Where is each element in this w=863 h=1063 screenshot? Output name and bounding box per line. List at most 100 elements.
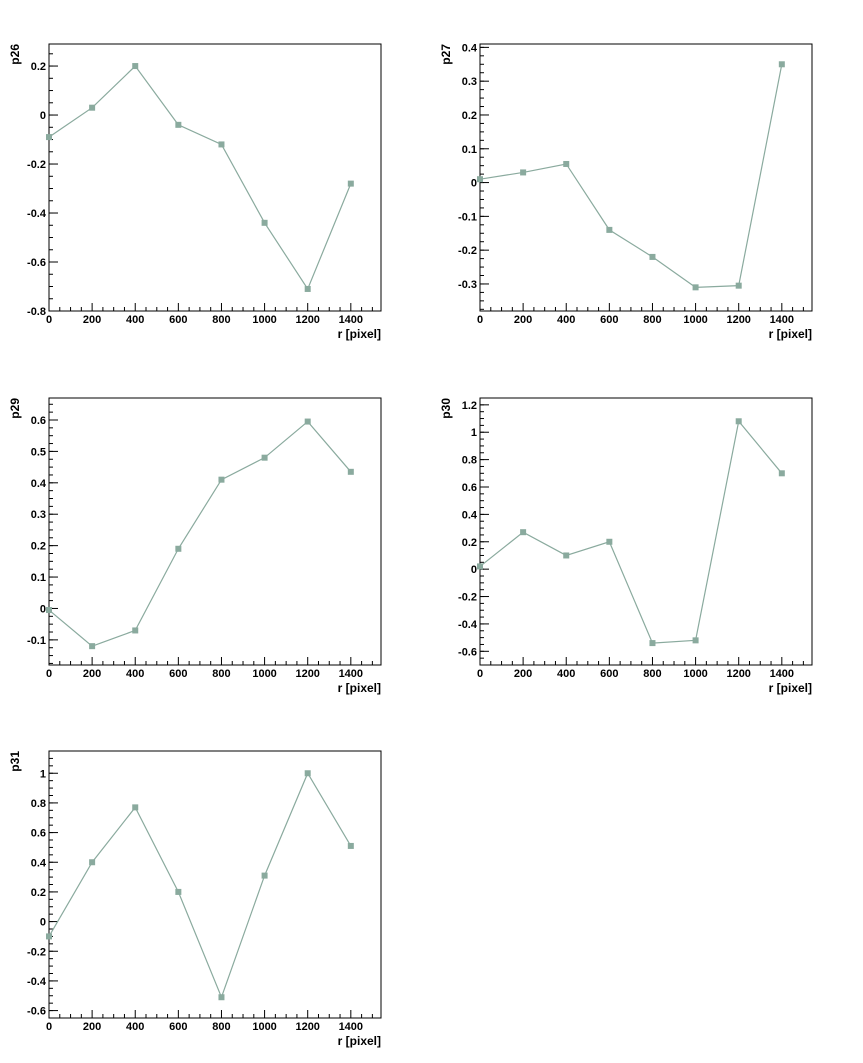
y-tick-label: -0.3 <box>458 279 477 291</box>
data-point <box>132 804 139 811</box>
series-line-p29 <box>48 420 352 647</box>
x-tick-label: 200 <box>83 668 101 680</box>
data-point <box>347 180 354 187</box>
y-tick-label: 0 <box>40 110 46 122</box>
x-tick-label: 800 <box>212 314 230 326</box>
y-axis-title: p29 <box>8 398 22 419</box>
x-tick-label: 1000 <box>252 668 276 680</box>
data-point <box>649 640 656 647</box>
x-tick-label: 200 <box>83 314 101 326</box>
y-tick-label: -0.6 <box>458 646 477 658</box>
y-tick-label: 0.2 <box>31 61 46 73</box>
y-tick-label: 0.2 <box>462 110 477 122</box>
chart-panel-p29: 0 200 400 600 800 1000 1200 1400 -0.1 0 0.1 0.2 0.3 0… <box>8 397 382 695</box>
x-tick-label: 600 <box>169 1021 187 1033</box>
x-tick-label: 1000 <box>252 314 276 326</box>
data-point <box>175 121 182 128</box>
x-tick-label: 1200 <box>295 668 319 680</box>
data-point <box>606 226 613 233</box>
x-tick-label: 1000 <box>683 314 707 326</box>
x-tick-label: 800 <box>643 668 661 680</box>
x-tick-label: 800 <box>643 314 661 326</box>
y-tick-label: -0.4 <box>27 208 47 220</box>
data-point <box>563 552 570 559</box>
data-point <box>175 888 182 895</box>
x-tick-label: 400 <box>126 314 144 326</box>
data-point <box>261 219 268 226</box>
data-point <box>778 61 785 68</box>
y-tick-label: 0.4 <box>462 509 478 521</box>
data-point <box>218 141 225 148</box>
y-axis-title: p26 <box>8 44 22 65</box>
y-tick-label: 0.2 <box>31 887 46 899</box>
data-point <box>89 859 96 866</box>
y-tick-label: 0.8 <box>31 798 46 810</box>
y-tick-label: 1.2 <box>462 400 477 412</box>
data-point <box>735 418 742 425</box>
y-tick-label: -0.2 <box>458 245 477 257</box>
data-point <box>261 454 268 461</box>
y-tick-label: -0.2 <box>27 946 46 958</box>
y-tick-label: 0.2 <box>31 541 46 553</box>
chart-panel-p26: 0 200 400 600 800 1000 1200 1400 -0.8 -0.6 -0.4 -0.… <box>8 43 382 341</box>
data-point <box>692 284 699 291</box>
x-tick-label: 600 <box>169 668 187 680</box>
x-tick-label: 600 <box>169 314 187 326</box>
x-tick-label: 1400 <box>339 668 363 680</box>
data-point <box>606 538 613 545</box>
y-tick-label: 0 <box>40 603 46 615</box>
x-tick-label: 0 <box>477 314 483 326</box>
chart-panel-p27: 0 200 400 600 800 1000 1200 1400 -0.3 -0.2 -0.1 0 0.… <box>439 42 813 341</box>
x-tick-label: 400 <box>557 314 575 326</box>
plot-frame <box>479 43 813 312</box>
x-tick-label: 600 <box>600 314 618 326</box>
y-tick-label: -0.1 <box>458 211 477 223</box>
y-tick-label: 1 <box>471 427 477 439</box>
series-line-p26 <box>48 65 352 291</box>
x-tick-label: 1400 <box>339 314 363 326</box>
x-tick-label: 400 <box>126 668 144 680</box>
data-point <box>347 468 354 475</box>
series-line-p31 <box>48 771 352 999</box>
data-point <box>46 933 52 940</box>
data-point <box>347 842 354 849</box>
x-axis-title: r [pixel] <box>338 681 381 695</box>
y-tick-label: -0.4 <box>27 976 47 988</box>
y-tick-label: 0.6 <box>31 415 46 427</box>
data-point <box>46 134 52 141</box>
x-tick-label: 200 <box>514 668 532 680</box>
y-tick-label: -0.6 <box>27 1006 46 1018</box>
data-point <box>218 994 225 1001</box>
y-tick-label: -0.6 <box>27 257 46 269</box>
data-point <box>218 476 225 483</box>
x-tick-label: 0 <box>46 314 52 326</box>
y-tick-label: 0.6 <box>462 482 477 494</box>
x-tick-label: 1000 <box>252 1021 276 1033</box>
data-point <box>89 643 96 650</box>
data-point <box>477 563 483 570</box>
x-tick-label: 1200 <box>295 314 319 326</box>
x-tick-label: 0 <box>46 668 52 680</box>
x-tick-label: 600 <box>600 668 618 680</box>
data-point <box>175 545 182 552</box>
plot-frame <box>479 397 813 666</box>
data-point <box>563 160 570 167</box>
x-tick-label: 1200 <box>295 1021 319 1033</box>
plot-frame <box>48 750 382 1019</box>
x-tick-label: 200 <box>514 314 532 326</box>
x-tick-label: 200 <box>83 1021 101 1033</box>
y-tick-label: 0.3 <box>31 509 46 521</box>
y-axis-title: p31 <box>8 751 22 772</box>
x-tick-label: 0 <box>46 1021 52 1033</box>
y-tick-label: 0 <box>471 564 477 576</box>
y-tick-label: 0.1 <box>462 144 477 156</box>
y-tick-label: 0.8 <box>462 455 477 467</box>
data-point <box>46 607 52 614</box>
y-tick-label: 0 <box>40 917 46 929</box>
data-point <box>304 285 311 292</box>
y-tick-label: -0.2 <box>458 592 477 604</box>
y-tick-label: 1 <box>40 768 46 780</box>
y-tick-label: 0 <box>471 178 477 190</box>
plot-frame <box>48 397 382 666</box>
